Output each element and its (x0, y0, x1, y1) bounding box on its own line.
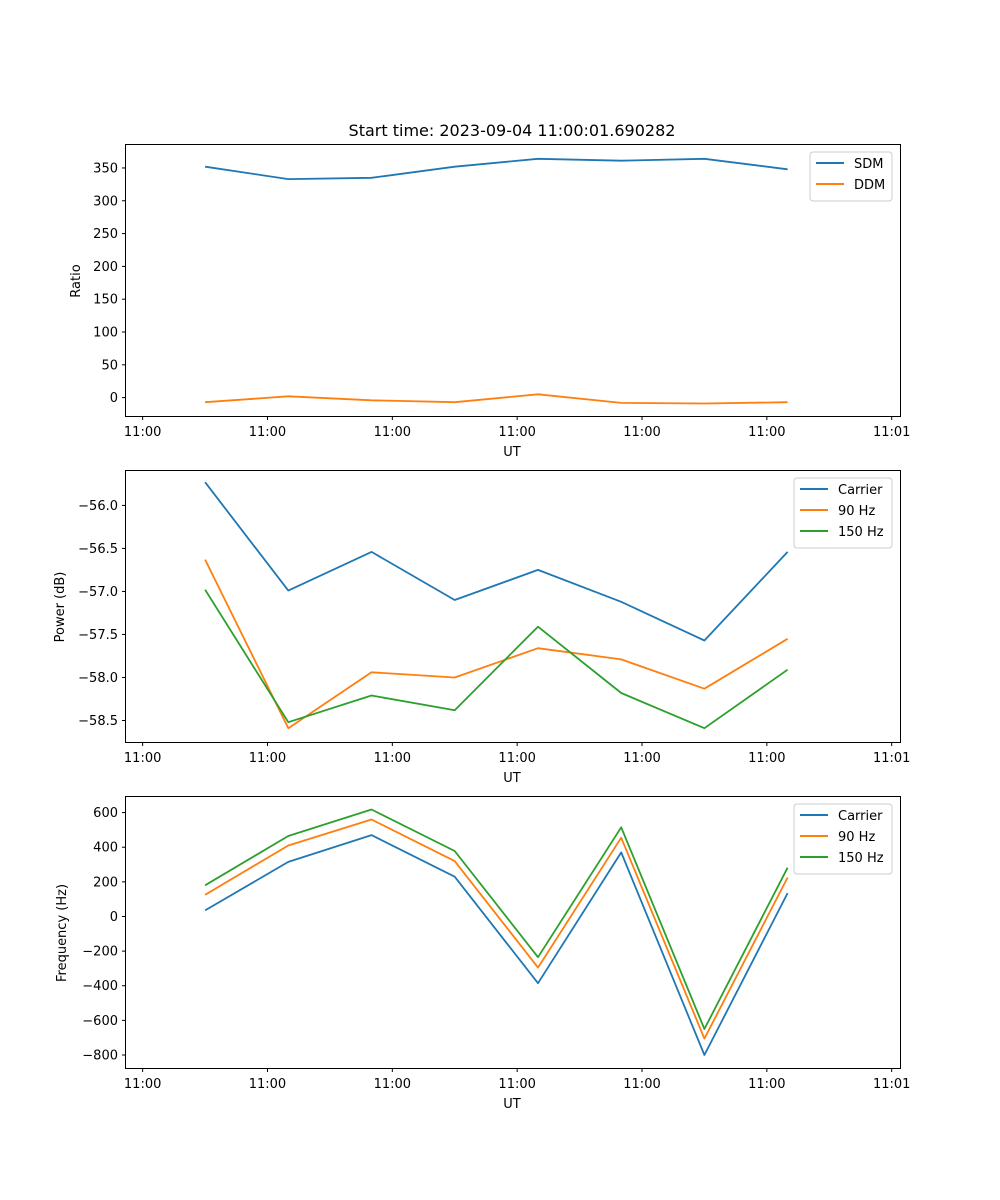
y-tick-label: 150 (93, 293, 118, 308)
x-tick-label: 11:01 (873, 425, 910, 440)
y-tick-label: −400 (82, 979, 118, 994)
y-tick-label: 300 (93, 194, 118, 209)
series-line-carrier (204, 834, 789, 1056)
x-tick-label: 11:00 (124, 425, 161, 440)
x-tick-label: 11:00 (374, 1077, 411, 1092)
y-tick-label: 600 (93, 806, 118, 821)
legend-label: 150 Hz (838, 525, 884, 540)
x-tick-label: 11:00 (623, 1077, 660, 1092)
x-tick-label: 11:01 (873, 1077, 910, 1092)
axes-frame (125, 796, 901, 1069)
chart-title: Start time: 2023-09-04 11:00:01.690282 (349, 121, 676, 140)
legend (809, 151, 893, 202)
x-tick-label: 11:00 (124, 751, 161, 766)
x-tick-label: 11:00 (249, 1077, 286, 1092)
x-tick-label: 11:00 (498, 751, 535, 766)
y-tick-label: −800 (82, 1049, 118, 1064)
x-axis-label: UT (503, 771, 521, 786)
power-panel: 11:00 11:00 11:00 11:00 11:00 11:00 11:01 −58.5… (53, 470, 910, 786)
y-axis-label: Frequency (Hz) (55, 884, 70, 982)
series-line-90-hz (204, 559, 789, 730)
x-tick-label: 11:00 (498, 425, 535, 440)
y-tick-label: −57.0 (78, 585, 118, 600)
y-tick-label: 200 (93, 260, 118, 275)
x-tick-label: 11:00 (748, 425, 785, 440)
y-tick-label: −58.5 (78, 714, 118, 729)
y-tick-label: 400 (93, 841, 118, 856)
legend-label: 90 Hz (838, 504, 875, 519)
y-tick-label: 50 (101, 358, 118, 373)
series-line-ddm (205, 393, 788, 405)
x-tick-label: 11:00 (748, 751, 785, 766)
x-tick-label: 11:00 (374, 751, 411, 766)
y-tick-label: 0 (110, 391, 118, 406)
series-line-carrier (204, 481, 789, 642)
x-tick-label: 11:00 (623, 751, 660, 766)
x-tick-label: 11:00 (249, 425, 286, 440)
y-axis-label: Power (dB) (53, 572, 68, 643)
legend-label: 150 Hz (838, 851, 884, 866)
legend-label: 90 Hz (838, 830, 875, 845)
y-tick-label: −56.0 (78, 499, 118, 514)
y-axis-label: Ratio (69, 264, 84, 297)
series-line-sdm (204, 157, 788, 181)
series-line-150-hz (204, 589, 789, 730)
y-tick-label: 350 (93, 161, 118, 176)
legend-label: Carrier (838, 809, 883, 824)
x-axis-label: UT (503, 1097, 521, 1112)
x-tick-label: 11:00 (249, 751, 286, 766)
frequency-panel: 11:00 11:00 11:00 11:00 11:00 11:00 11:01 −800 −… (55, 796, 910, 1112)
series-line-90-hz (204, 818, 789, 1040)
axes-frame (125, 470, 901, 743)
x-tick-label: 11:00 (748, 1077, 785, 1092)
y-tick-label: 100 (93, 326, 118, 341)
y-tick-label: 0 (110, 910, 118, 925)
ratio-panel: Start time: 2023-09-04 11:00:01.690282 1… (69, 121, 910, 460)
x-tick-label: 11:01 (873, 751, 910, 766)
y-tick-label: −56.5 (78, 542, 118, 557)
legend-label: DDM (854, 178, 885, 193)
y-tick-label: 200 (93, 875, 118, 890)
series-line-150-hz (204, 808, 789, 1030)
x-tick-label: 11:00 (623, 425, 660, 440)
x-tick-label: 11:00 (374, 425, 411, 440)
axes-frame (125, 144, 901, 417)
y-tick-label: 250 (93, 227, 118, 242)
x-tick-label: 11:00 (498, 1077, 535, 1092)
y-tick-label: −600 (82, 1014, 118, 1029)
x-axis-label: UT (503, 445, 521, 460)
y-tick-label: −57.5 (78, 628, 118, 643)
legend-label: Carrier (838, 483, 883, 498)
y-tick-label: −58.0 (78, 671, 118, 686)
legend-label: SDM (854, 157, 883, 172)
x-tick-label: 11:00 (124, 1077, 161, 1092)
y-tick-label: −200 (82, 945, 118, 960)
